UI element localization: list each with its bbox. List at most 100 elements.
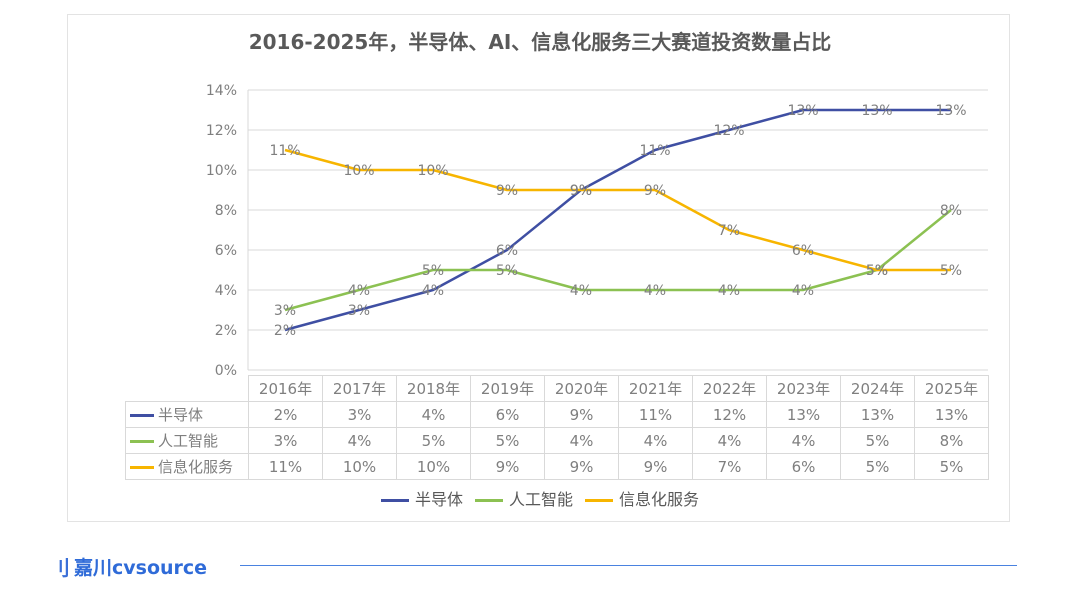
table-cell: 4% (766, 427, 841, 454)
legend-item: 信息化服务 (585, 486, 699, 510)
table-cell: 4% (692, 427, 767, 454)
table-cell: 6% (766, 453, 841, 480)
table-cell: 2% (248, 401, 323, 428)
table-cell: 4% (544, 427, 619, 454)
gridlines (247, 89, 988, 371)
table-cell: 13% (840, 401, 915, 428)
y-tick-label: 2% (215, 323, 237, 339)
data-label: 4% (792, 283, 814, 299)
table-cell: 4% (322, 427, 397, 454)
data-label: 4% (570, 283, 592, 299)
data-label: 5% (866, 263, 888, 279)
table-row: 半导体 2% 3% 4% 6% 9% 11% 12% 13% 13% 13% (125, 401, 989, 428)
table-row-header: 半导体 (125, 401, 249, 428)
footer-divider (240, 565, 1017, 566)
legend-label: 半导体 (414, 490, 463, 509)
data-label: 9% (570, 183, 592, 199)
table-cell: 3% (322, 401, 397, 428)
legend-key (585, 499, 613, 502)
data-label: 12% (713, 123, 744, 139)
table-cell: 9% (470, 453, 545, 480)
data-label: 11% (269, 143, 300, 159)
legend-key (380, 499, 409, 502)
data-label: 9% (644, 183, 666, 199)
logo-mark: 刂 (50, 555, 70, 580)
series-line-0 (284, 108, 951, 332)
table-cell: 13% (914, 401, 989, 428)
data-label: 5% (496, 263, 518, 279)
series-line-1 (284, 209, 952, 312)
legend-key (474, 499, 503, 502)
table-cell: 9% (618, 453, 693, 480)
data-label: 2% (274, 323, 296, 339)
series-name: 人工智能 (158, 432, 219, 450)
series-key (130, 466, 154, 469)
data-label: 7% (718, 223, 740, 239)
y-axis-ticks: 0% 2% 4% 6% 8% 10% 12% 14% (206, 83, 237, 379)
table-row: 信息化服务 11% 10% 10% 9% 9% 9% 7% 6% 5% 5% (125, 453, 989, 480)
data-label: 5% (866, 263, 888, 279)
data-label: 6% (496, 243, 518, 259)
series-line-2 (284, 148, 951, 272)
table-column-header: 2019年 (470, 375, 545, 402)
data-label: 9% (496, 183, 518, 199)
chart-title: 2016-2025年，半导体、AI、信息化服务三大赛道投资数量占比 (248, 30, 832, 54)
y-tick-label: 12% (206, 123, 237, 139)
table-column-header: 2024年 (840, 375, 915, 402)
legend-item: 半导体 (380, 486, 463, 510)
y-tick-label: 0% (215, 363, 237, 379)
data-label: 11% (639, 143, 670, 159)
data-label: 4% (422, 283, 444, 299)
legend-label: 人工智能 (508, 490, 573, 509)
table-column-header: 2018年 (396, 375, 471, 402)
table-cell: 5% (396, 427, 471, 454)
table-cell: 11% (248, 453, 323, 480)
table-cell: 11% (618, 401, 693, 428)
table-cell: 5% (914, 453, 989, 480)
data-label: 9% (570, 183, 592, 199)
table-column-header: 2016年 (248, 375, 323, 402)
data-label: 4% (718, 283, 740, 299)
y-tick-label: 8% (215, 203, 237, 219)
table-row-header: 信息化服务 (125, 453, 249, 480)
table-header-row: 2016年 2017年 2018年 2019年 2020年 2021年 2022年 2023年… (126, 375, 989, 402)
legend-item: 人工智能 (474, 486, 573, 510)
footer-logo: 刂 嘉川cvsource (50, 553, 208, 580)
table-column-header: 2023年 (766, 375, 841, 402)
legend-label: 信息化服务 (619, 490, 700, 509)
data-label: 13% (787, 103, 818, 119)
table-cell: 8% (914, 427, 989, 454)
data-label: 13% (935, 103, 966, 119)
table-corner (126, 376, 249, 402)
table-cell: 4% (396, 401, 471, 428)
series-key (130, 440, 154, 443)
table-row-header: 人工智能 (125, 427, 249, 454)
table-cell: 6% (470, 401, 545, 428)
table-cell: 9% (544, 453, 619, 480)
data-label: 10% (417, 163, 448, 179)
table-column-header: 2025年 (914, 375, 989, 402)
table-row: 人工智能 3% 4% 5% 5% 4% 4% 4% 4% 5% 8% (125, 427, 989, 454)
table-column-header: 2021年 (618, 375, 693, 402)
table-cell: 7% (692, 453, 767, 480)
y-tick-label: 4% (215, 283, 237, 299)
legend: 半导体 人工智能 信息化服务 (0, 486, 1080, 510)
data-label: 3% (348, 303, 370, 319)
table-cell: 12% (692, 401, 767, 428)
data-table: 2016年 2017年 2018年 2019年 2020年 2021年 2022年 2023年… (125, 375, 989, 480)
table-cell: 5% (840, 453, 915, 480)
table-cell: 3% (248, 427, 323, 454)
logo-text: 嘉川cvsource (74, 556, 208, 579)
data-label: 13% (861, 103, 892, 119)
series-name: 半导体 (158, 406, 204, 424)
y-tick-label: 6% (215, 243, 237, 259)
table-cell: 10% (322, 453, 397, 480)
table-cell: 4% (618, 427, 693, 454)
data-label: 5% (422, 263, 444, 279)
y-tick-label: 14% (206, 83, 237, 99)
data-labels: 2% 3% 4% 6% 9% 11% 12% 13% 13% 13% 3% 4% 5% 5% 4% 4% 4% 4… (269, 103, 966, 339)
data-label: 10% (343, 163, 374, 179)
table-cell: 13% (766, 401, 841, 428)
series-lines (284, 108, 952, 332)
table-cell: 5% (840, 427, 915, 454)
